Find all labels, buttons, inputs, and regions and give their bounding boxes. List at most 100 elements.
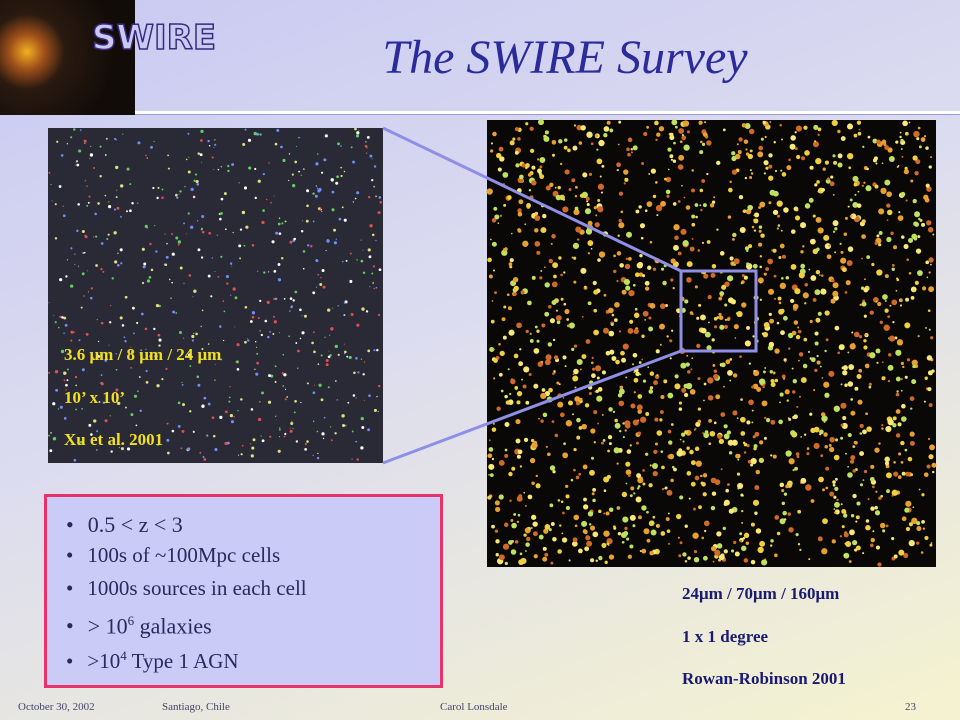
star bbox=[901, 155, 904, 158]
star bbox=[770, 454, 773, 457]
star bbox=[545, 185, 551, 191]
star bbox=[861, 219, 866, 224]
star bbox=[731, 151, 736, 156]
star bbox=[814, 140, 817, 143]
star bbox=[129, 209, 132, 213]
star bbox=[540, 392, 547, 400]
star bbox=[340, 166, 343, 169]
star bbox=[842, 370, 848, 376]
star bbox=[293, 411, 296, 414]
star bbox=[558, 383, 561, 386]
star bbox=[749, 169, 752, 172]
star bbox=[649, 371, 655, 376]
star bbox=[785, 484, 789, 489]
star bbox=[641, 548, 647, 554]
star bbox=[928, 403, 933, 407]
star bbox=[300, 401, 302, 404]
star bbox=[758, 242, 763, 247]
star bbox=[723, 424, 728, 429]
star bbox=[686, 446, 690, 450]
star bbox=[564, 309, 570, 315]
star bbox=[901, 235, 905, 239]
star bbox=[647, 265, 652, 270]
star bbox=[840, 257, 847, 264]
star bbox=[757, 546, 764, 554]
star bbox=[252, 438, 256, 442]
star bbox=[331, 208, 335, 212]
star bbox=[797, 326, 800, 329]
star bbox=[70, 339, 73, 342]
star bbox=[197, 248, 201, 252]
star bbox=[519, 174, 524, 180]
star bbox=[492, 131, 497, 137]
star bbox=[840, 250, 844, 254]
star bbox=[588, 523, 592, 526]
star bbox=[913, 289, 915, 292]
star bbox=[580, 125, 586, 131]
star bbox=[284, 432, 287, 436]
star bbox=[536, 250, 541, 255]
star bbox=[819, 429, 824, 435]
star bbox=[849, 529, 855, 536]
star bbox=[348, 355, 352, 360]
star bbox=[666, 529, 671, 533]
star bbox=[736, 417, 739, 419]
star bbox=[166, 243, 168, 245]
star bbox=[196, 183, 200, 186]
star bbox=[78, 149, 82, 153]
star bbox=[568, 187, 572, 191]
star bbox=[665, 517, 670, 522]
star bbox=[713, 196, 716, 199]
star bbox=[563, 271, 566, 274]
star bbox=[815, 157, 822, 165]
star bbox=[622, 436, 625, 439]
star bbox=[741, 545, 747, 552]
star bbox=[798, 359, 800, 362]
star bbox=[219, 217, 222, 221]
star bbox=[586, 200, 589, 203]
star bbox=[540, 419, 544, 423]
star bbox=[220, 358, 223, 361]
star bbox=[283, 297, 286, 300]
star bbox=[910, 295, 915, 300]
star bbox=[232, 231, 234, 234]
star bbox=[85, 332, 89, 336]
star bbox=[376, 348, 379, 352]
star bbox=[197, 152, 200, 155]
star bbox=[733, 263, 736, 266]
star bbox=[703, 273, 709, 279]
star bbox=[804, 433, 807, 436]
star bbox=[239, 257, 242, 260]
star bbox=[640, 236, 644, 240]
star bbox=[278, 232, 282, 236]
star bbox=[306, 204, 309, 208]
star bbox=[59, 405, 63, 409]
star bbox=[699, 204, 702, 207]
star bbox=[789, 143, 796, 150]
star bbox=[901, 471, 906, 476]
star bbox=[187, 132, 190, 135]
star bbox=[120, 262, 123, 265]
star bbox=[681, 184, 683, 187]
star bbox=[725, 488, 729, 493]
star bbox=[698, 304, 702, 307]
star bbox=[856, 120, 862, 125]
star bbox=[552, 338, 556, 342]
star bbox=[723, 549, 728, 554]
star bbox=[313, 420, 315, 422]
star bbox=[700, 327, 707, 334]
star bbox=[861, 234, 866, 239]
star bbox=[713, 369, 718, 373]
star bbox=[178, 193, 180, 195]
star bbox=[263, 271, 266, 274]
star bbox=[249, 443, 252, 445]
star bbox=[223, 192, 227, 196]
star bbox=[846, 153, 854, 160]
star bbox=[590, 247, 593, 250]
star bbox=[502, 335, 507, 340]
star bbox=[783, 492, 788, 496]
star bbox=[772, 371, 776, 375]
star bbox=[610, 322, 614, 327]
star bbox=[863, 469, 868, 474]
star bbox=[367, 195, 371, 199]
